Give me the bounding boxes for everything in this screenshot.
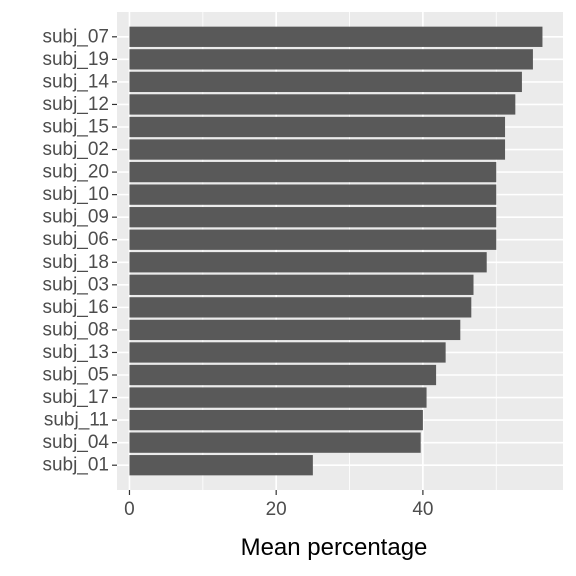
bar-subj_10 [129,184,497,205]
y-tick-label: subj_05 [42,365,109,386]
bar-subj_08 [129,319,461,341]
bar-subj_09 [129,207,497,228]
bar-subj_19 [129,49,533,70]
y-tick-label: subj_11 [44,410,109,431]
bar-subj_07 [129,26,543,47]
bars [129,26,543,476]
y-tick-label: subj_14 [42,71,109,92]
x-tick-label: 40 [412,499,433,520]
bar-subj_03 [129,274,474,295]
bar-subj_11 [129,409,423,431]
y-tick-label: subj_18 [42,252,109,273]
bar-subj_16 [129,297,472,318]
bar-subj_20 [129,161,497,183]
bar-subj_15 [129,116,506,138]
bar-subj_06 [129,229,497,250]
y-tick-label: subj_13 [42,342,109,363]
x-tick-label: 0 [124,499,135,520]
y-tick-label: subj_20 [42,162,109,183]
y-tick-label: subj_12 [42,94,109,115]
y-tick-label: subj_17 [42,387,109,408]
y-tick-label: subj_09 [42,207,109,228]
y-tick-label: subj_06 [42,229,109,250]
bar-subj_12 [129,94,516,115]
y-axis: subj_07subj_19subj_14subj_12subj_15subj_… [42,26,117,476]
y-tick-label: subj_10 [42,184,109,205]
bar-subj_05 [129,364,437,386]
y-tick-label: subj_15 [42,116,109,137]
x-axis-title: Mean percentage [241,534,428,561]
y-tick-label: subj_08 [42,319,109,340]
y-tick-label: subj_02 [42,139,109,160]
bar-subj_01 [129,455,313,476]
y-tick-label: subj_01 [42,455,109,476]
y-tick-label: subj_03 [42,274,109,295]
bar-subj_02 [129,139,506,160]
x-axis: 0 20 40 [124,490,433,520]
bar-subj_04 [129,432,421,453]
bar-subj_18 [129,252,487,273]
bar-subj_13 [129,342,446,363]
y-tick-label: subj_16 [42,297,109,318]
x-tick-label: 20 [266,499,287,520]
y-tick-label: subj_19 [42,49,109,70]
y-tick-label: subj_07 [42,26,109,47]
y-tick-label: subj_04 [42,432,109,453]
bar-subj_14 [129,71,522,93]
bar-subj_17 [129,387,427,408]
